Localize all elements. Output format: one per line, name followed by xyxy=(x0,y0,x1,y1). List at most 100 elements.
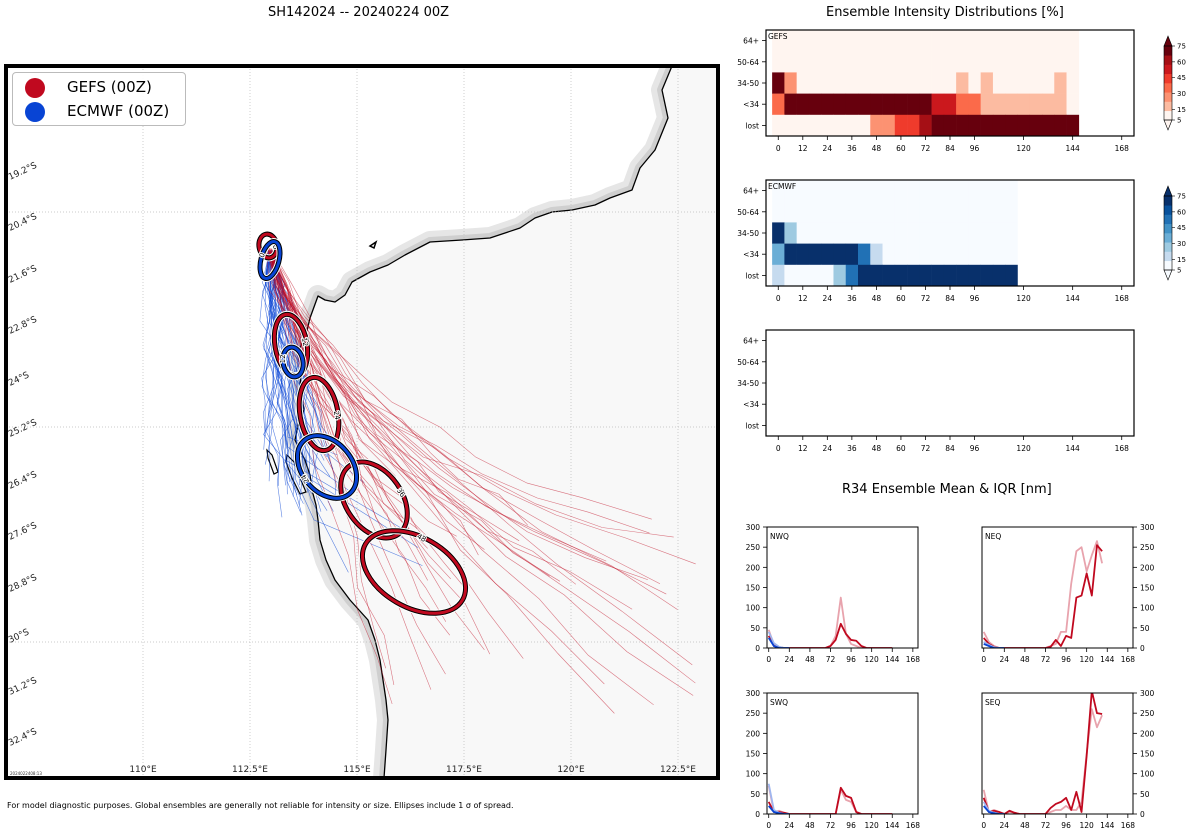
x-tick-label: 120 xyxy=(1016,144,1031,153)
heatmap-frame xyxy=(765,329,1135,437)
colorbar-tick-label: 60 xyxy=(1177,58,1186,66)
colorbar-tick-label: 60 xyxy=(1177,208,1186,216)
heatmap-cell xyxy=(956,72,969,94)
heatmap-cell xyxy=(784,30,797,52)
heatmap-cell xyxy=(907,93,920,116)
colorbar-step xyxy=(1164,110,1172,121)
x-tick-label: 24 xyxy=(823,294,833,303)
y-tick-label: lost xyxy=(745,271,759,280)
gefs-track xyxy=(265,251,550,577)
r34-series-group xyxy=(982,540,1103,648)
heatmap-cell xyxy=(882,30,896,52)
r34-quadrant-label: SEQ xyxy=(985,698,1000,707)
heatmap-cell xyxy=(919,51,932,73)
ellipse-ecmwf xyxy=(295,434,359,500)
heatmap-cell xyxy=(870,180,883,202)
heatmap-cell xyxy=(956,201,969,223)
x-tick-label: 84 xyxy=(945,444,955,453)
heatmap-cell xyxy=(858,201,871,223)
r34-series-line xyxy=(983,805,1005,814)
heatmap-cell xyxy=(882,264,896,287)
x-tick-label: 120 xyxy=(865,821,880,830)
gefs-track xyxy=(271,250,693,666)
y-tick-label: 50 xyxy=(750,790,760,799)
heatmap-cell xyxy=(1005,264,1018,287)
heatmap-cell xyxy=(943,72,957,94)
colorbar-tick-label: 30 xyxy=(1177,90,1186,98)
x-tick-label: 72 xyxy=(1041,655,1051,664)
heatmap-cell xyxy=(956,222,969,244)
colorbar: 75 60 45 30 15 5 xyxy=(1163,35,1186,131)
heatmap-cell xyxy=(943,201,957,223)
heatmap-cell xyxy=(968,51,981,73)
heatmap-cell xyxy=(919,30,932,52)
heatmap-panel-label: ECMWF xyxy=(768,182,796,191)
heatmap-cell xyxy=(980,114,994,137)
heatmap-cell xyxy=(919,180,932,202)
heatmap-cell xyxy=(1005,51,1018,73)
x-tick-label: 48 xyxy=(872,294,882,303)
heatmap-cell xyxy=(980,222,994,244)
y-tick-label: 300 xyxy=(746,523,761,532)
heatmap-cell xyxy=(772,180,785,202)
colorbar-step xyxy=(1164,46,1172,56)
heatmap-cell xyxy=(845,93,859,116)
y-tick-label: 150 xyxy=(746,584,761,593)
x-tick-label: 120 xyxy=(865,655,880,664)
x-tick-label: 168 xyxy=(1115,144,1130,153)
heatmap-cell xyxy=(858,222,871,244)
x-tick-label: 144 xyxy=(1066,294,1081,303)
r34-series-group xyxy=(767,596,893,648)
y-tick-label: 34-50 xyxy=(737,79,759,88)
heatmap-cell xyxy=(858,264,871,287)
heatmap-cell xyxy=(1054,72,1067,94)
footnote: For model diagnostic purposes. Global en… xyxy=(7,801,514,810)
heatmap-cell xyxy=(796,30,810,52)
x-tick-label: 144 xyxy=(1100,821,1115,830)
y-tick-label: 100 xyxy=(746,604,761,613)
heatmap-cell xyxy=(931,93,945,116)
ellipse-gefs xyxy=(339,460,409,540)
heatmap-cell xyxy=(1042,114,1055,137)
gefs-track xyxy=(271,249,383,531)
heatmap-cell xyxy=(943,93,957,116)
ellipse-gefs xyxy=(297,375,341,453)
lon-label: 122.5°E xyxy=(660,765,696,775)
heatmap-cell xyxy=(1029,72,1043,94)
heatmap-cell xyxy=(980,243,994,266)
heatmap-cell xyxy=(808,201,822,223)
x-tick-label: 144 xyxy=(1066,444,1081,453)
heatmap-cell xyxy=(968,264,981,287)
y-tick-label: 200 xyxy=(746,729,761,738)
heatmap-cell xyxy=(943,264,957,287)
heatmap-cell xyxy=(821,222,834,244)
x-tick-label: 120 xyxy=(1080,821,1095,830)
colorbar-step xyxy=(1164,64,1172,75)
heatmap-cell xyxy=(919,114,932,137)
gefs-marker-icon xyxy=(25,78,45,98)
heatmap-cell xyxy=(882,222,896,244)
heatmap-cell xyxy=(858,51,871,73)
x-tick-label: 0 xyxy=(766,655,771,664)
heatmap-cell xyxy=(772,114,785,137)
heatmap-cell xyxy=(845,264,859,287)
heatmap-cell xyxy=(772,201,785,223)
colorbar-tick-label: 15 xyxy=(1177,106,1186,114)
heatmap-cell xyxy=(943,51,957,73)
colorbar-frame xyxy=(1163,45,1173,121)
heatmap-cell xyxy=(894,180,908,202)
y-tick-label: 250 xyxy=(746,543,761,552)
y-tick-label: 250 xyxy=(746,709,761,718)
heatmap-cell xyxy=(808,93,822,116)
r34-series-line xyxy=(767,637,790,648)
heatmap-cell xyxy=(833,93,847,116)
colorbar-min-arrow xyxy=(1163,119,1173,131)
map-timestamp: 2024022408:13 xyxy=(10,771,42,776)
x-tick-label: 72 xyxy=(826,821,836,830)
heatmap-cell xyxy=(968,30,981,52)
colorbar-tick-label: 75 xyxy=(1177,43,1186,51)
x-tick-label: 12 xyxy=(798,294,808,303)
heatmap-cell xyxy=(870,114,883,137)
colorbar-max-arrow xyxy=(1163,35,1173,47)
